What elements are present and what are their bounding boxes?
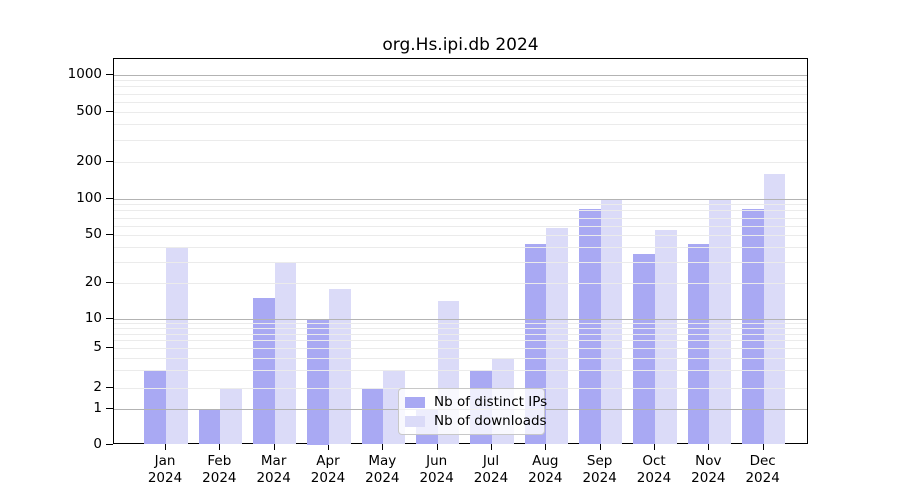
bar-downloads-feb [220, 387, 243, 445]
bar-distinct-ips-nov [687, 244, 710, 445]
y-tick [106, 317, 113, 319]
y-tick [106, 73, 113, 75]
bar-distinct-ips-may [361, 387, 384, 445]
x-tick-label-feb: Feb 2024 [202, 453, 237, 486]
x-tick [708, 444, 710, 450]
bar-distinct-ips-apr [307, 318, 329, 445]
gridline-minor [114, 210, 807, 212]
bar-downloads-aug [546, 228, 569, 445]
x-tick [762, 444, 764, 450]
gridline-minor [114, 217, 807, 219]
gridline-minor [114, 86, 807, 88]
bar-downloads-apr [328, 288, 351, 445]
y-tick-label: 200 [76, 153, 102, 169]
gridline-minor [114, 340, 807, 342]
x-tick-label-may: May 2024 [365, 453, 400, 486]
y-tick-label: 0 [93, 435, 102, 452]
gridline-minor [114, 204, 807, 206]
gridline-minor [114, 93, 807, 95]
y-tick-label: 1000 [67, 65, 102, 82]
x-tick-label-mar: Mar 2024 [256, 453, 291, 486]
x-tick-label-jun: Jun 2024 [419, 453, 454, 486]
chart-title: org.Hs.ipi.db 2024 [382, 35, 539, 55]
gridline-major [114, 74, 807, 76]
x-tick-label-oct: Oct 2024 [636, 453, 672, 486]
x-tick-label-aug: Aug 2024 [528, 453, 563, 486]
legend: Nb of distinct IPs Nb of downloads [398, 388, 547, 435]
y-tick [106, 347, 113, 349]
gridline-minor [114, 246, 807, 248]
legend-label-downloads: Nb of downloads [434, 413, 547, 429]
gridline-minor [114, 283, 807, 285]
y-tick [106, 282, 113, 284]
x-tick-label-nov: Nov 2024 [691, 453, 726, 486]
x-tick [273, 444, 275, 450]
gridline-minor [114, 357, 807, 359]
y-tick-label: 500 [76, 102, 102, 119]
gridline-minor [114, 101, 807, 103]
x-tick-label-jul: Jul 2024 [473, 453, 509, 486]
x-tick-label-dec: Dec 2024 [745, 453, 780, 486]
bar-downloads-mar [274, 262, 297, 445]
y-tick [106, 197, 113, 199]
gridline-minor [114, 139, 807, 141]
y-tick-label: 2 [93, 378, 102, 395]
bar-distinct-ips-sep [578, 209, 601, 445]
x-tick [599, 444, 601, 450]
gridline-minor [114, 348, 807, 350]
gridline-minor [114, 123, 807, 125]
legend-swatch-downloads [405, 415, 425, 427]
plot-area: Nb of distinct IPs Nb of downloads [113, 58, 808, 445]
gridline-minor [114, 235, 807, 237]
y-tick-label: 100 [76, 189, 102, 206]
gridline-major [114, 198, 807, 200]
bar-distinct-ips-jan [144, 370, 166, 445]
y-tick-label: 5 [93, 339, 102, 356]
grid-layer [114, 59, 807, 443]
x-tick [490, 444, 492, 450]
x-tick-label-sep: Sep 2024 [582, 453, 617, 486]
legend-item-downloads: Nb of downloads [405, 413, 547, 429]
x-tick-label-jan: Jan 2024 [147, 453, 183, 486]
bar-downloads-sep [600, 198, 623, 445]
x-tick [436, 444, 438, 450]
x-tick [165, 444, 166, 450]
y-tick [106, 161, 113, 162]
bar-distinct-ips-dec [741, 209, 764, 445]
bar-downloads-dec [763, 173, 786, 445]
gridline-minor [114, 225, 807, 227]
y-tick [106, 408, 113, 410]
y-tick [106, 110, 113, 112]
y-tick-label: 10 [84, 309, 102, 326]
x-tick [545, 444, 547, 450]
legend-swatch-distinct-ips [405, 396, 425, 408]
gridline-minor [114, 80, 807, 82]
gridline-minor [114, 162, 807, 163]
x-tick-label-apr: Apr 2024 [310, 453, 346, 486]
x-tick [219, 444, 221, 450]
y-tick-label: 50 [84, 226, 102, 243]
y-tick-label: 1 [93, 400, 102, 417]
x-tick [653, 444, 655, 450]
bar-distinct-ips-feb [198, 409, 221, 445]
x-tick [327, 444, 329, 450]
gridline-minor [114, 333, 807, 335]
gridline-minor [114, 323, 807, 325]
gridline-minor [114, 111, 807, 113]
x-tick [382, 444, 384, 450]
y-tick [106, 234, 113, 236]
y-tick-label: 20 [84, 274, 102, 291]
gridline-major [114, 318, 807, 320]
gridline-minor [114, 262, 807, 264]
y-tick [106, 443, 113, 445]
bar-downloads-jan [166, 246, 188, 445]
gridline-minor [114, 328, 807, 330]
y-tick [106, 386, 113, 388]
gridline-minor [114, 370, 807, 372]
bar-downloads-nov [709, 198, 732, 445]
legend-label-distinct-ips: Nb of distinct IPs [434, 394, 548, 410]
legend-item-distinct-ips: Nb of distinct IPs [405, 394, 547, 410]
